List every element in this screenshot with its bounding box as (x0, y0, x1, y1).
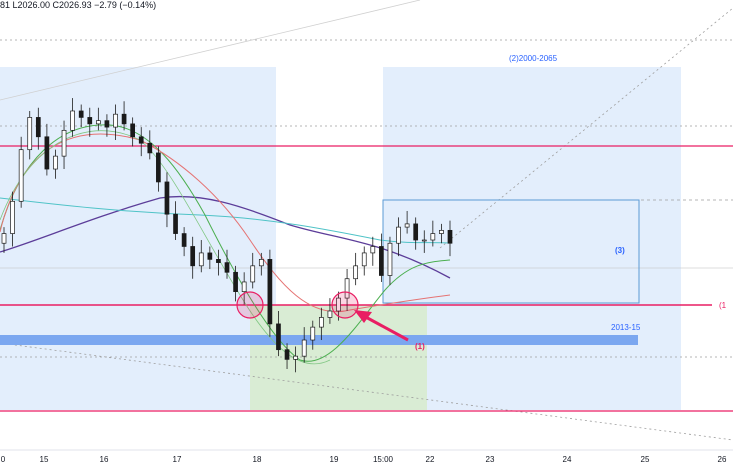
trend-line-up-thin (0, 0, 421, 101)
candle-body (61, 129, 67, 157)
candle-body (95, 120, 101, 125)
candles (1, 98, 453, 373)
arrow-line (361, 313, 409, 342)
trend-line-dotted-right (439, 7, 733, 249)
x-tick-label: 17 (173, 455, 182, 464)
candle-body (173, 213, 178, 234)
x-tick-label: 18 (253, 455, 262, 464)
candle-body (113, 113, 118, 128)
candle-body (216, 259, 221, 263)
x-tick-label: 15:00 (373, 455, 394, 464)
candle-body (447, 229, 453, 244)
candle-body (318, 317, 324, 328)
candle-body (130, 123, 136, 138)
candle-body (344, 278, 350, 299)
candle-body (336, 297, 341, 312)
candle-body (413, 223, 419, 241)
candle-body (70, 110, 75, 131)
candle-body (353, 265, 359, 280)
candle-body (241, 281, 247, 292)
candle-body (387, 242, 393, 276)
candle-body (18, 149, 24, 202)
zone-top-label: (2)2000-2065 (509, 54, 558, 63)
candle-body (404, 223, 410, 228)
candle-body (87, 117, 93, 125)
candle-body (44, 136, 50, 170)
circle-marker-2 (331, 291, 359, 319)
right-edge-label: (1 (719, 301, 727, 310)
zone-green (250, 305, 427, 410)
arrow-label: (1) (415, 342, 425, 351)
candle-body (293, 355, 298, 360)
candle-body (27, 117, 33, 151)
candle-body (233, 271, 238, 292)
trend-line-dotted-down (0, 342, 733, 441)
candle-body (284, 349, 290, 360)
candle-body (78, 110, 84, 118)
zone-mid-label: 2013-15 (611, 323, 641, 332)
candle-body (164, 181, 170, 215)
candle-body (361, 252, 367, 267)
candle-body (35, 117, 41, 138)
candle-body (207, 252, 213, 260)
box-label: (3) (615, 246, 625, 255)
candle-body (121, 113, 127, 125)
x-tick-label: 0 (1, 455, 6, 464)
x-tick-label: 26 (718, 455, 727, 464)
candle-body (198, 252, 204, 267)
candle-body (327, 310, 333, 318)
candle-body (421, 239, 427, 242)
candle-body (250, 265, 256, 283)
candle-body (1, 233, 7, 244)
candle-body (439, 229, 444, 234)
candle-body (276, 323, 281, 351)
ohlc-readout: 81 L2026.00 C2026.93 −2.79 (−0.14%) (0, 0, 157, 10)
x-axis-ticks: 0 15 16 17 18 19 15:00 22 23 24 25 26 (1, 455, 727, 464)
x-tick-label: 23 (486, 455, 495, 464)
x-tick-label: 16 (100, 455, 109, 464)
candle-body (53, 155, 58, 170)
candle-body (301, 339, 307, 357)
candle-body (370, 246, 376, 254)
candle-body (224, 262, 230, 273)
candle-body (190, 246, 196, 267)
circle-marker-1 (236, 291, 264, 319)
candle-body (147, 142, 153, 154)
candle-body (258, 259, 264, 267)
zone-left-blue (0, 67, 276, 410)
x-tick-label: 15 (40, 455, 49, 464)
candle-body (104, 120, 110, 128)
candle-body (379, 246, 384, 276)
candle-body (430, 233, 436, 241)
x-tick-label: 24 (563, 455, 572, 464)
zone-right-blue (383, 67, 681, 410)
candle-body (138, 136, 144, 144)
x-tick-label: 25 (641, 455, 650, 464)
ma-purple (0, 195, 451, 279)
candle-body (267, 259, 273, 325)
candle-body (181, 233, 187, 247)
candle-body (310, 326, 316, 341)
candle-body (396, 226, 401, 244)
ma-green (0, 124, 451, 362)
x-tick-label: 19 (330, 455, 339, 464)
ma-cyan (0, 197, 451, 244)
x-tick-label: 22 (426, 455, 435, 464)
arrow-head (354, 310, 372, 323)
candle-body (156, 152, 161, 183)
candle-body (10, 200, 15, 234)
band-2013-15 (0, 335, 638, 345)
